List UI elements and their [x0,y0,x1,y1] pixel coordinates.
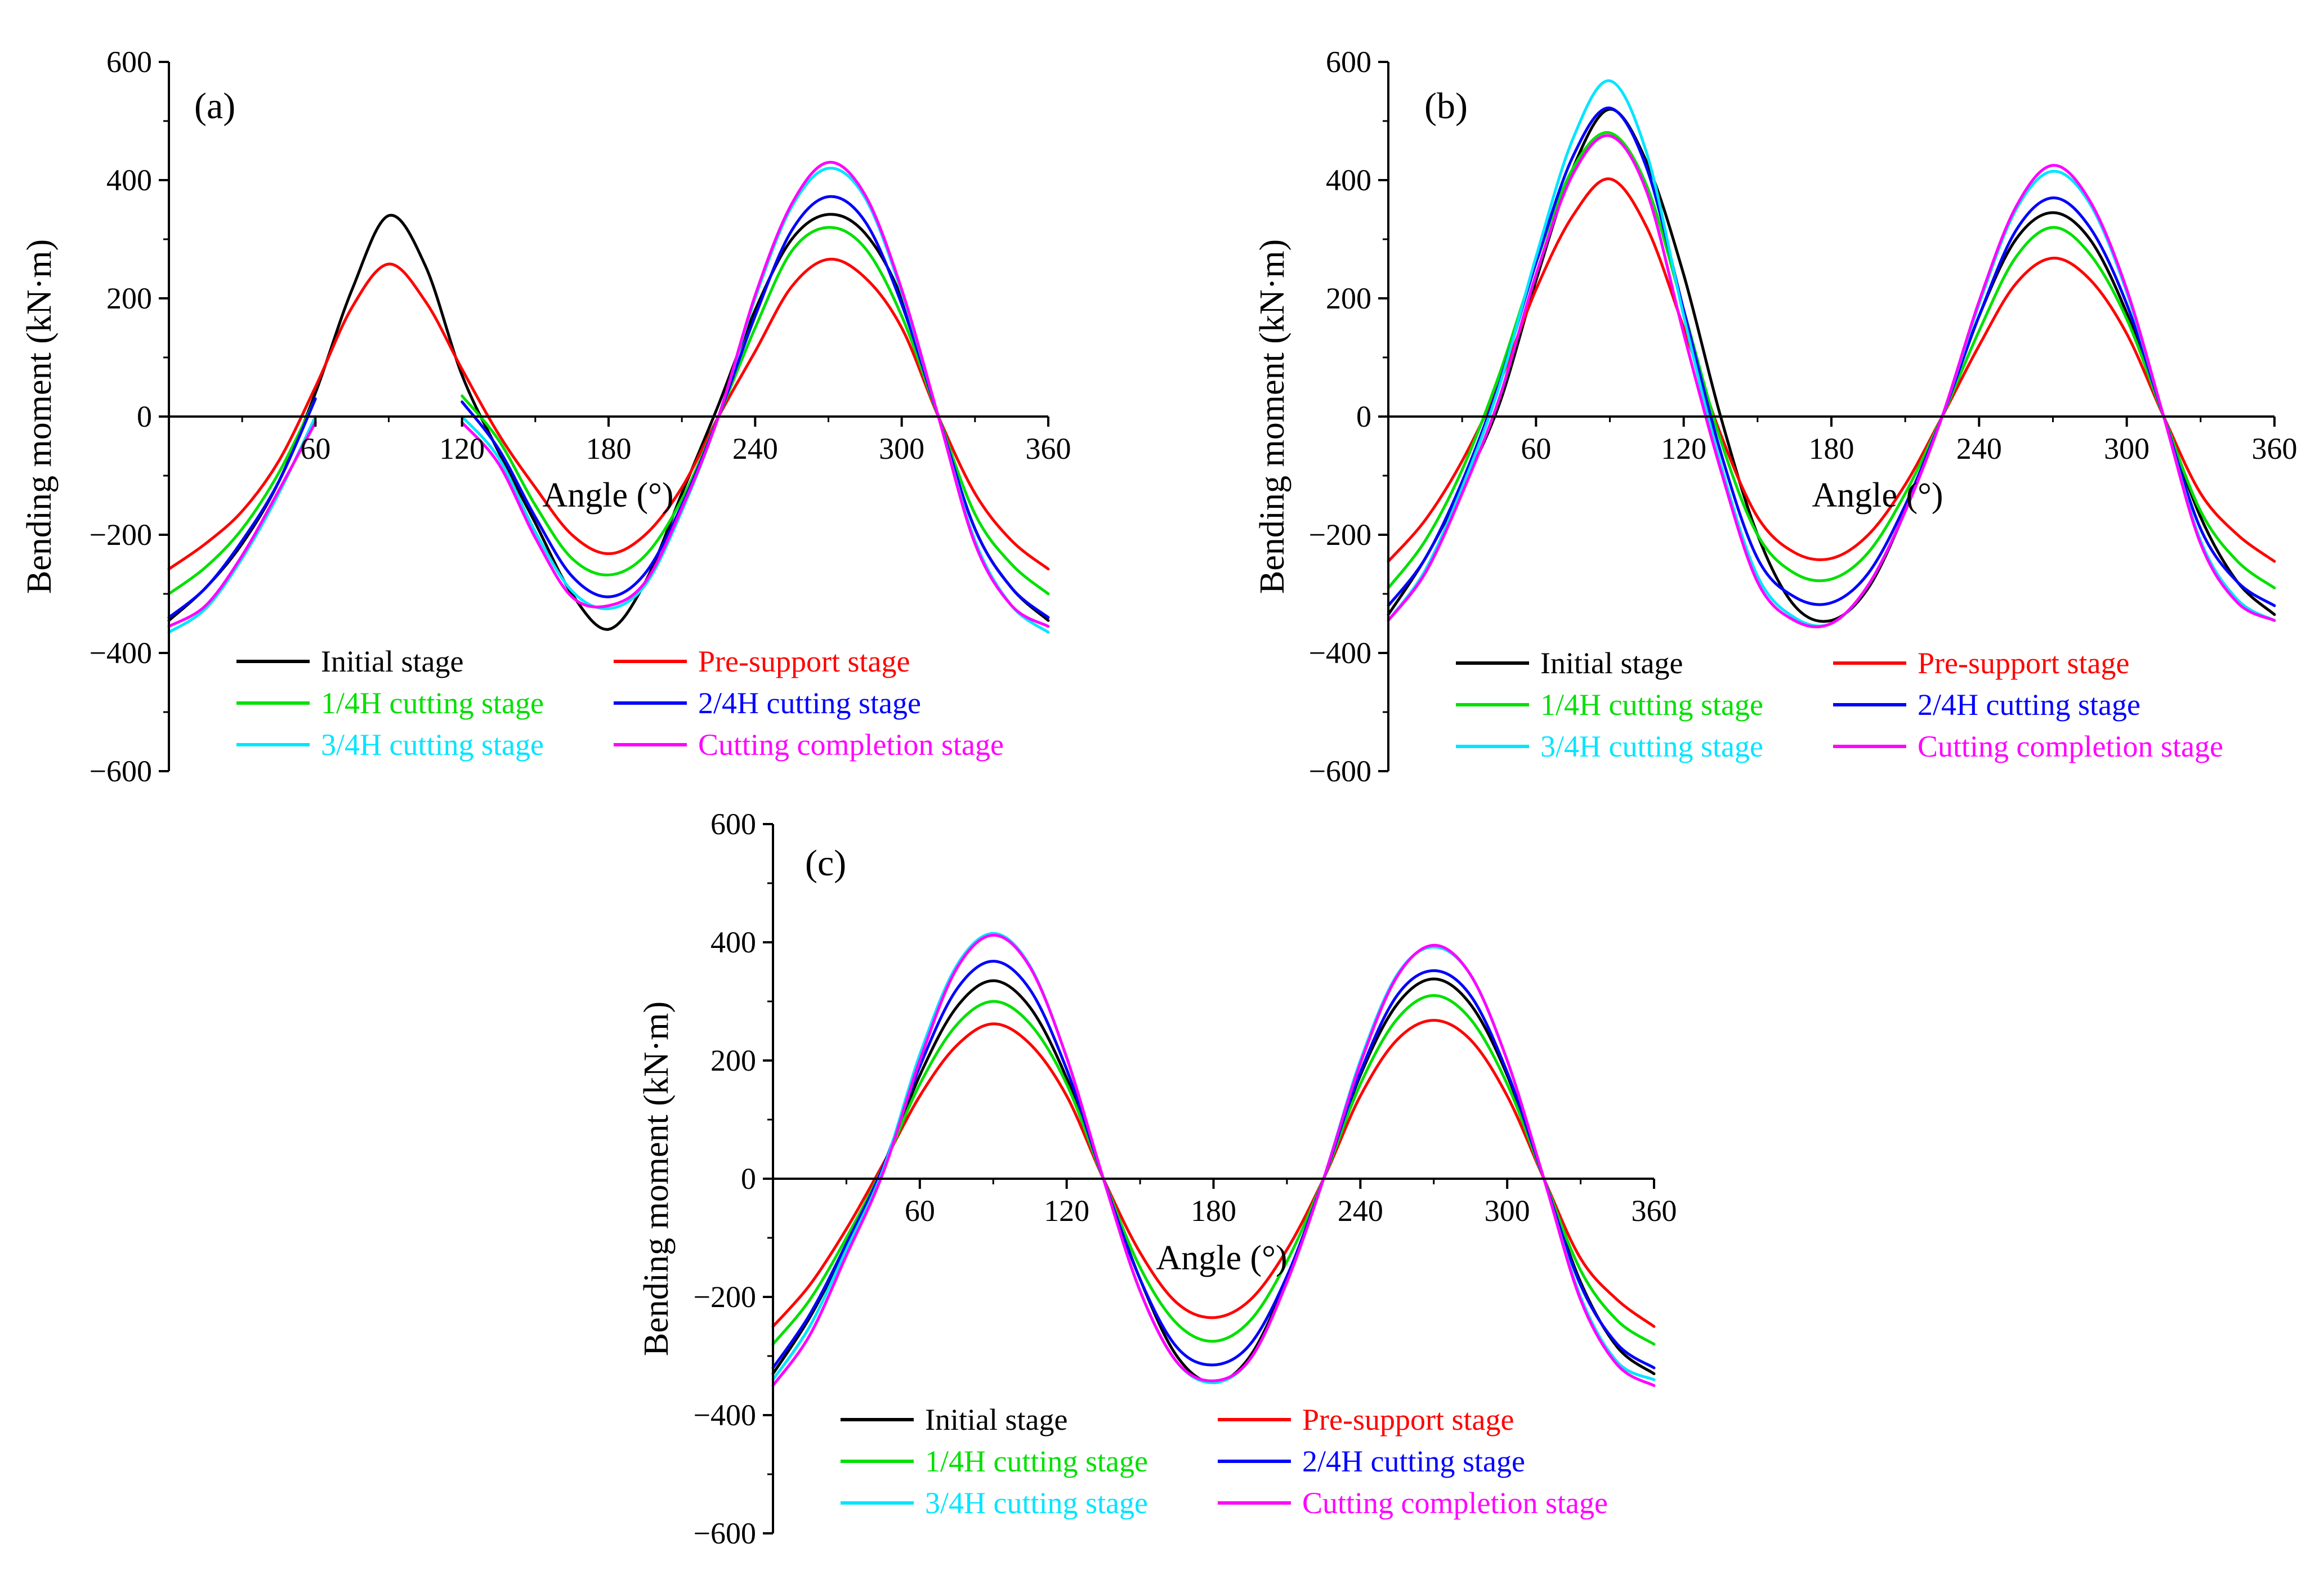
y-tick-label-c: 400 [710,925,756,959]
panel-label-a: (a) [194,86,235,127]
chart-b-svg: −600 −400 −200 0 200 400 600 60 120 180 240 300 360 A… [1253,45,2298,788]
y-tick-label-a: −600 [90,754,152,788]
chart-panel-b: −600 −400 −200 0 200 400 600 60 120 180 240 300 360 A… [1233,0,2324,799]
y-tick-label-b: −600 [1309,754,1371,788]
series-line-b-3 [1387,131,2276,589]
y-tick-label-b: 200 [1326,281,1371,315]
legend-label-b-2: Pre-support stage [1918,646,2129,680]
y-tick-label-b: −200 [1309,518,1371,552]
series-line-c-3 [771,994,1656,1346]
series-line-a-3-part2 [461,226,1050,596]
legend-label-c-1: Initial stage [925,1403,1067,1437]
y-tick-label-b: −400 [1309,636,1371,670]
legend-label-c-6: Cutting completion stage [1302,1486,1608,1520]
x-tick-label-a: 360 [1026,432,1071,466]
legend-label-a-6: Cutting completion stage [698,728,1004,762]
x-tick-label-c: 300 [1485,1194,1530,1228]
chart-panel-c: −600 −400 −200 0 200 400 600 60 120 180 240 300 360 A… [631,766,1700,1575]
x-tick-label-a: 60 [300,432,330,466]
y-tick-label-b: 600 [1326,45,1371,79]
y-tick-label-c: −600 [694,1516,756,1550]
x-tick-label-c: 240 [1338,1194,1383,1228]
legend-label-a-4: 2/4H cutting stage [698,686,921,720]
x-tick-label-b: 360 [2252,432,2298,466]
series-line-a-6-part1 [167,421,317,628]
legend-label-a-3: 1/4H cutting stage [321,686,544,720]
y-axis-title-b: Bending moment (kN·m) [1253,239,1291,594]
legend-label-c-5: 3/4H cutting stage [925,1486,1148,1520]
series-line-b-6 [1387,134,2276,629]
legend-label-a-5: 3/4H cutting stage [321,728,544,762]
y-tick-label-b: 0 [1356,400,1371,433]
series-line-a-4-part1 [167,397,317,619]
x-tick-label-a: 120 [439,432,485,466]
legend-label-b-6: Cutting completion stage [1918,730,2223,763]
y-tick-label-a: 200 [106,281,152,315]
x-axis-title-a: Angle (°) [542,476,673,514]
legend-label-b-1: Initial stage [1540,646,1683,680]
panel-label-c: (c) [805,843,846,884]
y-tick-label-a: 0 [137,400,152,433]
x-axis-title-b: Angle (°) [1812,476,1943,514]
chart-c-svg: −600 −400 −200 0 200 400 600 60 120 180 240 300 360 A… [637,807,1677,1550]
legend-label-c-2: Pre-support stage [1302,1403,1514,1437]
x-tick-label-c: 60 [905,1194,935,1228]
y-tick-label-c: −200 [694,1280,756,1314]
legend-label-c-4: 2/4H cutting stage [1302,1444,1525,1478]
x-tick-label-c: 120 [1044,1194,1089,1228]
series-line-a-3-part1 [167,397,317,596]
y-tick-label-c: 600 [710,807,756,841]
x-tick-label-c: 360 [1632,1194,1677,1228]
x-tick-label-b: 180 [1809,432,1854,466]
y-tick-label-c: 0 [741,1162,756,1196]
chart-panel-a: −600 −400 −200 0 200 400 600 60 120 180 240 300 360 A… [0,0,1071,799]
series-line-b-1 [1387,108,2276,623]
series-line-b-2 [1387,177,2276,563]
x-tick-label-b: 240 [1956,432,2002,466]
legend-label-b-4: 2/4H cutting stage [1918,688,2140,722]
legend-label-a-1: Initial stage [321,645,463,678]
x-tick-label-a: 180 [586,432,632,466]
legend-label-c-3: 1/4H cutting stage [925,1444,1148,1478]
y-axis-title-c: Bending moment (kN·m) [637,1001,676,1356]
y-tick-label-b: 400 [1326,163,1371,197]
series-line-c-4 [771,960,1656,1370]
series-line-c-5 [771,932,1656,1384]
x-axis-title-c: Angle (°) [1156,1239,1287,1277]
y-tick-label-a: 400 [106,163,152,197]
x-tick-label-a: 300 [879,432,924,466]
legend-label-b-3: 1/4H cutting stage [1540,688,1763,722]
y-tick-label-a: 600 [106,45,152,79]
y-axis-title-a: Bending moment (kN·m) [20,239,59,594]
legend-label-a-2: Pre-support stage [698,645,910,678]
series-line-c-6 [771,933,1656,1387]
y-tick-label-c: 200 [710,1044,756,1077]
series-line-c-2 [771,1019,1656,1328]
panel-label-b: (b) [1424,86,1468,127]
y-tick-label-a: −400 [90,636,152,670]
series-line-a-6-part2 [461,160,1050,628]
series-line-a-2 [167,257,1050,571]
x-tick-label-b: 300 [2104,432,2149,466]
legend-label-b-5: 3/4H cutting stage [1540,730,1763,763]
x-tick-label-b: 120 [1661,432,1706,466]
x-tick-label-c: 180 [1191,1194,1236,1228]
chart-a-svg: −600 −400 −200 0 200 400 600 60 120 180 240 300 360 A… [20,45,1071,788]
y-tick-label-a: −200 [90,518,152,552]
x-tick-label-a: 240 [732,432,778,466]
x-tick-label-b: 60 [1521,432,1551,466]
y-tick-label-c: −400 [694,1398,756,1432]
